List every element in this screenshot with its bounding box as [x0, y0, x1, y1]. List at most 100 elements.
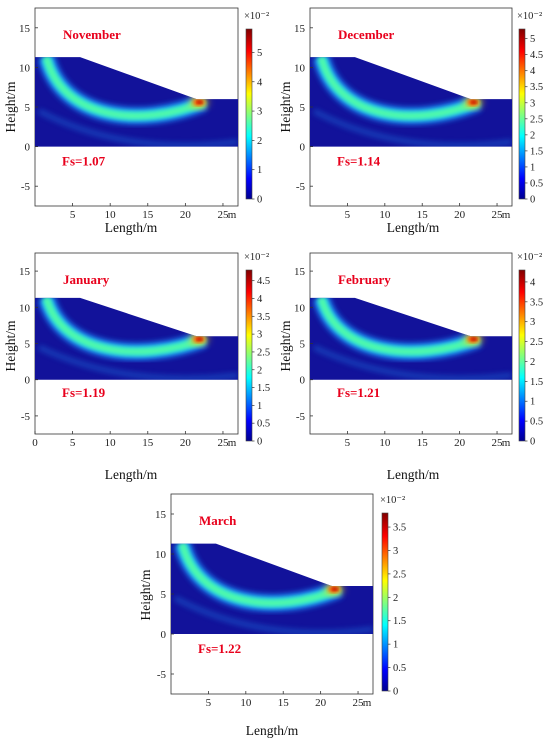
month-label: March	[199, 513, 237, 528]
slip-band-core	[44, 57, 206, 119]
colorbar-tick-label: 2.5	[393, 569, 406, 580]
y-tick-label: 15	[294, 266, 306, 278]
colorbar-multiplier: ×10⁻²	[517, 252, 542, 263]
secondary-band	[37, 344, 238, 380]
x-axis-label: Length/m	[387, 467, 440, 482]
y-tick-label: 10	[19, 302, 31, 314]
x-tick-label: 10	[379, 209, 391, 221]
colorbar-tick-label: 2	[257, 136, 262, 147]
y-tick-label: -5	[21, 411, 31, 423]
colorbar-tick-label: 4	[257, 77, 263, 88]
y-tick-label: 5	[25, 102, 31, 114]
secondary-band	[173, 595, 373, 634]
x-tick-label: 20	[180, 437, 192, 449]
secondary-band	[37, 108, 238, 147]
colorbar-tick-label: 4	[257, 294, 263, 305]
y-tick-label: 5	[25, 339, 31, 351]
colorbar-tick-label: 4.5	[257, 276, 270, 287]
colorbar-tick-label: 5	[257, 48, 262, 59]
y-tick-label: 0	[25, 142, 31, 154]
y-tick-label: -5	[21, 181, 31, 193]
x-tick-label: 10	[105, 437, 117, 449]
colorbar-tick-label: 2	[257, 365, 262, 376]
x-axis-label: Length/m	[105, 220, 158, 235]
y-tick-label: 5	[300, 339, 306, 351]
secondary-band	[312, 344, 512, 380]
fs-label: Fs=1.21	[337, 385, 380, 400]
x-tick-label: 25	[353, 697, 365, 709]
x-unit-label: m	[228, 437, 237, 449]
y-tick-label: 0	[161, 629, 167, 641]
colorbar-tick-label: 4	[530, 66, 536, 77]
colorbar-tick-label: 0.5	[530, 417, 543, 428]
x-tick-label: 25	[492, 209, 504, 221]
colorbar-tick-label: 3	[257, 107, 262, 118]
month-label: January	[63, 272, 110, 287]
panel-december: 5 10 15 20 25 m-5051015Length/mHeight/mDecemb…	[278, 7, 543, 235]
x-tick-label: 20	[315, 697, 327, 709]
hotspot-core	[197, 337, 203, 341]
colorbar	[518, 269, 526, 442]
x-tick-label: 20	[454, 437, 466, 449]
colorbar-tick-label: 2.5	[257, 347, 270, 358]
colorbar-multiplier: ×10⁻²	[244, 11, 269, 22]
fs-label: Fs=1.19	[62, 385, 106, 400]
colorbar-tick-label: 1.5	[530, 146, 543, 157]
x-tick-label: 25	[492, 437, 504, 449]
y-tick-label: 15	[155, 509, 167, 521]
colorbar-tick-label: 1	[257, 165, 262, 176]
panel-january: 0 5 10 15 20 25 m-5051015Length/mHeight/mJanua…	[3, 252, 270, 482]
colorbar-tick-label: 2.5	[530, 337, 543, 348]
x-unit-label: m	[228, 209, 237, 221]
colorbar-multiplier: ×10⁻²	[244, 252, 269, 263]
colorbar-tick-label: 0.5	[393, 663, 406, 674]
colorbar-tick-label: 0	[393, 687, 398, 698]
colorbar-multiplier: ×10⁻²	[517, 11, 542, 22]
x-tick-label: 15	[142, 209, 154, 221]
x-tick-label: 15	[278, 697, 290, 709]
colorbar	[381, 512, 389, 692]
x-unit-label: m	[502, 209, 511, 221]
colorbar-tick-label: 3.5	[257, 312, 270, 323]
colorbar-tick-label: 4.5	[530, 50, 543, 61]
y-tick-label: -5	[296, 411, 306, 423]
x-tick-label: 25	[217, 209, 229, 221]
colorbar-tick-label: 2	[530, 130, 535, 141]
hotspot-core	[471, 337, 477, 341]
y-tick-label: 10	[294, 302, 306, 314]
x-tick-label: 5	[345, 209, 351, 221]
x-tick-label: 5	[206, 697, 212, 709]
x-tick-label: 25	[217, 437, 229, 449]
y-tick-label: -5	[157, 669, 167, 681]
y-tick-label: 10	[19, 62, 31, 74]
y-axis-label: Height/m	[3, 81, 18, 132]
x-tick-label: 20	[454, 209, 466, 221]
colorbar-tick-label: 0	[257, 437, 262, 448]
x-tick-label: 15	[142, 437, 154, 449]
x-axis-label: Length/m	[105, 467, 158, 482]
colorbar-tick-label: 1.5	[393, 616, 406, 627]
panel-february: 5 10 15 20 25 m-5051015Length/mHeight/mFebrua…	[278, 252, 543, 482]
colorbar-tick-label: 1	[530, 397, 535, 408]
y-tick-label: 10	[155, 549, 167, 561]
slip-band-core	[44, 297, 205, 354]
panel-november: 5 10 15 20 25 m-5051015Length/mHeight/mNovemb…	[3, 7, 269, 235]
x-tick-label: 20	[180, 209, 192, 221]
colorbar-multiplier: ×10⁻²	[380, 495, 405, 506]
colorbar-tick-label: 3.5	[530, 297, 543, 308]
colorbar-tick-label: 0.5	[530, 178, 543, 189]
panel-march: 5 10 15 20 25 m-5051015Length/mHeight/mMarchF…	[138, 493, 406, 738]
y-axis-label: Height/m	[278, 320, 293, 371]
fs-label: Fs=1.14	[337, 154, 381, 169]
colorbar-tick-label: 0	[530, 437, 535, 448]
y-tick-label: 5	[300, 102, 306, 114]
x-tick-label: 0	[32, 437, 38, 449]
month-label: December	[338, 27, 395, 42]
x-tick-label: 5	[70, 437, 76, 449]
y-tick-label: -5	[296, 181, 306, 193]
colorbar	[518, 28, 526, 200]
colorbar-tick-label: 5	[530, 34, 535, 45]
month-label: February	[338, 272, 391, 287]
